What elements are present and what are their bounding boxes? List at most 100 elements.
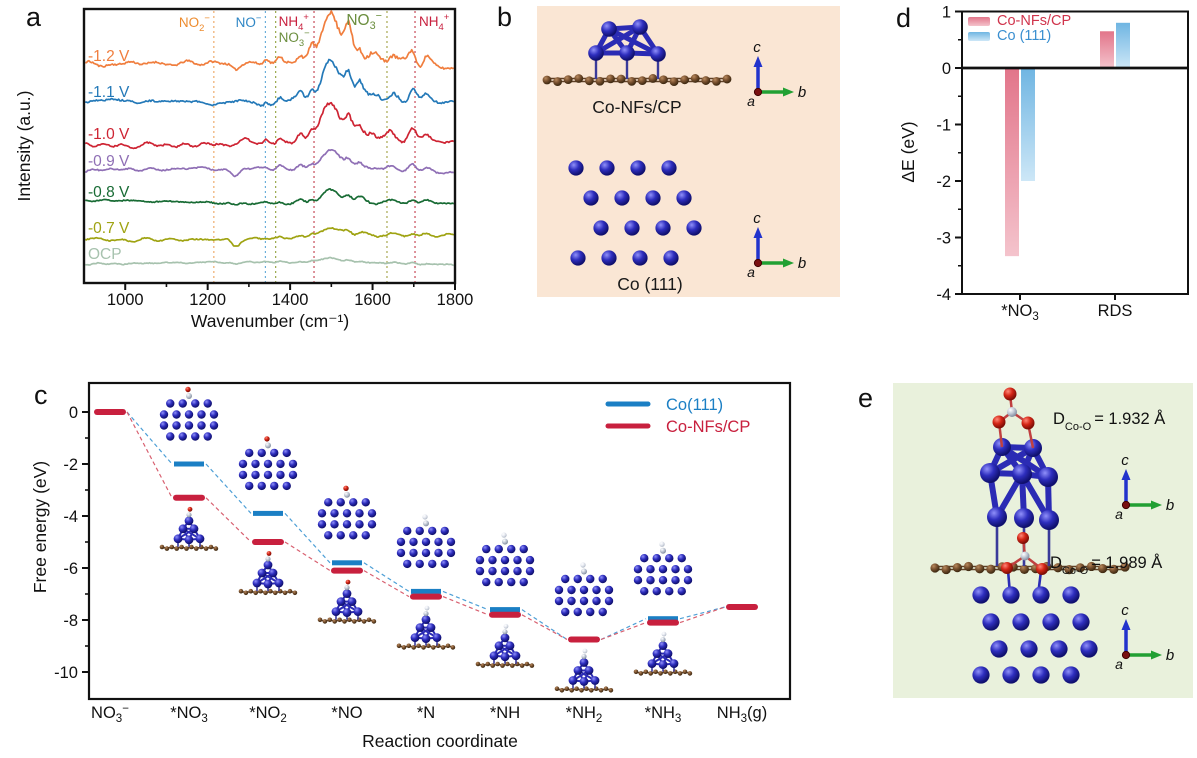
co111-inset: [475, 532, 535, 587]
band-label-NO-: NO−: [236, 13, 262, 30]
c-category-*NH: *NH: [490, 704, 520, 722]
connector-Co(111): [521, 609, 568, 640]
panel-letter-d: d: [896, 3, 912, 33]
panel-b-structure-models: c b a c b a: [537, 6, 840, 297]
connector-Co-NFs/CP: [363, 570, 410, 598]
level-Co(111)-*NO2: [253, 510, 283, 516]
c-category-NO3-: NO3−: [91, 703, 129, 725]
legend-label-co111: Co (111): [997, 28, 1052, 44]
axis-label-a: a: [1115, 656, 1123, 672]
level-Co-NFs/CP-*N: [410, 593, 442, 600]
c-category-*NH2: *NH2: [566, 704, 603, 725]
level-Co-NFs/CP-*NH3: [647, 619, 679, 626]
c-x-axis-title: Reaction coordinate: [362, 731, 518, 751]
plot-frame: [961, 10, 1189, 295]
label-dcoo-top: DCo-O = 1.932 Å: [1053, 410, 1165, 433]
c-y-tick--6: -6: [63, 560, 78, 578]
panel-a-seiras-chart: -1.2 V -1.1 V -1.0 V -0.9 V -0.8 V -0.7 V OCP N…: [14, 7, 473, 331]
connector-Co(111): [679, 606, 726, 620]
connector-Co(111): [442, 590, 489, 611]
band-label-NO2-: NO2−: [179, 13, 211, 34]
trace-label--0.8 V: -0.8 V: [88, 184, 130, 201]
co-nfs-inset: [159, 506, 219, 551]
axis-label-c: c: [1121, 602, 1129, 619]
d-y-tick-0: 0: [942, 60, 951, 78]
legend-swatch-co111: [968, 31, 990, 41]
panel-c-energy-diagram: 0 -2 -4 -6 -8 -10 NO3− *NO3 *NO2 *NO *N *NH *NH2 *NH3…: [30, 381, 792, 751]
dcoo-sub: Co-O: [1061, 565, 1089, 578]
dcoo-value: = 1.989 Å: [1091, 554, 1163, 572]
trace-OCP: [85, 256, 455, 267]
panel-e-structure-models: c b a c b a: [893, 383, 1193, 698]
trace--0.9 V: [85, 148, 454, 178]
dcoo-main: D: [1053, 410, 1065, 428]
axis-label-b: b: [798, 84, 806, 101]
bar-Co (111)-*NO3: [1021, 68, 1035, 181]
axis-triad: c b a: [1115, 452, 1174, 522]
co-nfs-inset: [475, 623, 535, 668]
c-category-*NH3: *NH3: [645, 704, 682, 725]
co111-inset: [554, 562, 614, 617]
label-co-111: Co (111): [617, 274, 683, 294]
connector-Co(111): [126, 411, 173, 465]
level-Co-NFs/CP-*NH2: [568, 636, 600, 643]
a-y-axis-title: Intensity (a.u.): [14, 91, 34, 202]
trace--0.8 V: [85, 187, 455, 206]
axis-label-b: b: [1166, 647, 1174, 664]
panel-letter-c: c: [34, 380, 48, 410]
c-category-*NO: *NO: [331, 704, 362, 722]
bar-Co (111)-RDS: [1116, 22, 1130, 68]
level-Co-NFs/CP-*NO: [331, 567, 363, 574]
d-y-axis-title: ΔE (eV): [898, 121, 918, 182]
level-Co-NFs/CP-*NH: [489, 611, 521, 618]
connector-Co-NFs/CP: [521, 614, 568, 641]
panel-letter-e: e: [858, 383, 874, 413]
trace--1.1 V: [85, 58, 455, 107]
axis-label-c: c: [753, 210, 761, 227]
trace-label--1.2 V: -1.2 V: [88, 48, 130, 65]
legend-item-co111: Co (111): [968, 28, 1071, 44]
c-y-tick--2: -2: [63, 456, 78, 474]
c-category-*NO3: *NO3: [170, 704, 208, 725]
level-Co(111)-*NO3: [174, 461, 204, 467]
dcoo-main: D: [1050, 554, 1062, 572]
level-Co-NFs/CP-*NO2: [252, 539, 284, 545]
trace-label--1.1 V: -1.1 V: [88, 84, 130, 101]
a-x-axis-title: Wavenumber (cm⁻¹): [191, 311, 349, 331]
axis-label-a: a: [747, 93, 755, 109]
d-y-tick--1: -1: [936, 117, 951, 135]
x-tick-1200: 1200: [189, 291, 226, 309]
co111-inset: [633, 541, 693, 596]
axis-triad: c b a: [747, 39, 806, 109]
x-tick-1000: 1000: [107, 291, 144, 309]
co111-inset: [238, 436, 298, 491]
legend-label-co-nfs: Co-NFs/CP: [997, 13, 1072, 29]
connector-Co-NFs/CP: [126, 411, 173, 499]
legend-swatch-co-nfs: [968, 16, 990, 26]
c-category-*N: *N: [417, 704, 435, 722]
axis-label-c: c: [753, 39, 761, 56]
connector-Co-NFs/CP: [284, 541, 331, 572]
label-co-nfs-cp: Co-NFs/CP: [592, 97, 682, 117]
panel-d-legend: Co-NFs/CP Co (111): [968, 13, 1072, 44]
panel-letter-a: a: [26, 2, 42, 32]
axis-triad: c b a: [747, 210, 806, 280]
level-Co-NFs/CP-NH3(g): [726, 604, 758, 610]
axis-label-c: c: [1121, 452, 1129, 469]
axis-label-b: b: [798, 255, 806, 272]
co111-inset: [159, 386, 219, 441]
trace-label--0.7 V: -0.7 V: [88, 220, 130, 237]
panel-letter-b: b: [497, 2, 513, 32]
axis-label-a: a: [747, 264, 755, 280]
level-Co(111)-*NH3: [648, 616, 678, 622]
connector-Co-NFs/CP: [205, 497, 252, 543]
co-cluster: [588, 19, 666, 79]
trace--0.7 V: [84, 226, 455, 247]
c-legend-co111: Co(111): [666, 396, 723, 414]
level-Co-NFs/CP-NO3-: [94, 409, 126, 415]
c-y-tick--4: -4: [63, 508, 78, 526]
band-label-NH4+: NH4+: [419, 12, 450, 33]
d-category-RDS: RDS: [1098, 302, 1133, 320]
trace--1.2 V: [85, 10, 454, 72]
